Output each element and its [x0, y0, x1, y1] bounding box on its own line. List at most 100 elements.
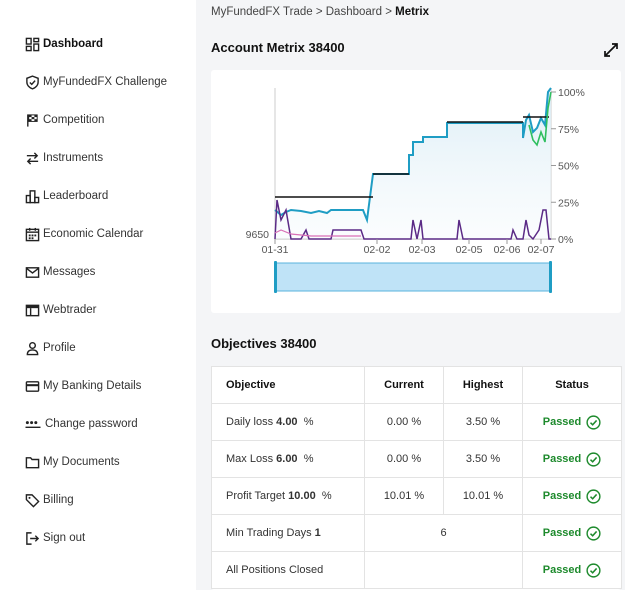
check-circle-icon — [586, 488, 601, 504]
navigator-right-handle[interactable] — [549, 261, 552, 293]
sidebar-item-profile[interactable]: Profile — [24, 338, 76, 358]
sidebar-item-billing[interactable]: Billing — [24, 490, 74, 510]
sidebar-item-label: Webtrader — [43, 304, 97, 316]
leaderboard-icon — [24, 188, 40, 204]
highest-cell: 3.50 % — [443, 440, 523, 478]
positions-closed-cell — [364, 551, 523, 589]
sidebar-item-label: Messages — [43, 266, 96, 278]
objective-label: Daily loss — [226, 416, 274, 428]
breadcrumb-separator: > — [312, 6, 326, 18]
header-objective: Objective — [211, 366, 365, 404]
table-row: Profit Target 10.00 % 10.01 % 10.01 % Pa… — [211, 477, 622, 515]
folder-icon — [24, 454, 40, 470]
pink-series-line — [274, 229, 361, 237]
sidebar-item-label: My Documents — [43, 456, 120, 468]
status-text: Passed — [542, 490, 582, 502]
objective-value: 4.00 — [276, 416, 298, 428]
table-row: Min Trading Days 1 6 Passed — [211, 514, 622, 552]
x-axis-ticks: 01-31 02-02 02-03 02-05 02-06 02-07 — [262, 239, 555, 256]
balance-area — [275, 88, 551, 239]
expand-icon[interactable] — [603, 42, 619, 58]
sidebar-item-label: Competition — [43, 114, 105, 126]
status-cell: Passed — [522, 403, 622, 441]
calendar-icon — [24, 226, 40, 242]
metrix-chart: 100% 75% 50% 25% 0% 9650 01-31 02-02 02-03 02-0… — [246, 87, 585, 293]
sign-out-icon — [24, 530, 40, 546]
sidebar-item-label: Dashboard — [43, 38, 104, 50]
sidebar-item-my-documents[interactable]: My Documents — [24, 452, 120, 472]
status-text: Passed — [542, 416, 582, 428]
dashboard-icon — [24, 36, 40, 52]
status-text: Passed — [542, 527, 582, 539]
breadcrumb-link-trade[interactable]: MyFundedFX Trade — [211, 6, 313, 18]
checkered-flag-icon — [24, 112, 40, 128]
status-badge: Passed — [542, 525, 602, 541]
x-tick-label: 02-05 — [456, 244, 483, 256]
objective-unit: % — [321, 490, 332, 502]
sidebar-item-dashboard[interactable]: Dashboard — [24, 34, 103, 54]
sidebar-item-webtrader[interactable]: Webtrader — [24, 300, 96, 320]
metrix-chart-card: 100% 75% 50% 25% 0% 9650 01-31 02-02 02-03 02-0… — [211, 70, 621, 313]
objective-cell: Daily loss 4.00 % — [211, 403, 365, 441]
x-tick-label: 02-06 — [494, 244, 521, 256]
highest-cell: 10.01 % — [443, 477, 523, 515]
sidebar-item-label: MyFundedFX Challenge — [43, 76, 168, 88]
objective-cell: Min Trading Days 1 — [211, 514, 365, 552]
sidebar-item-competition[interactable]: Competition — [24, 110, 104, 130]
chart-navigator[interactable] — [274, 262, 552, 292]
sidebar-item-instruments[interactable]: Instruments — [24, 148, 103, 168]
status-badge: Passed — [543, 451, 602, 467]
objective-unit: % — [303, 453, 314, 465]
sidebar-item-label: My Banking Details — [43, 380, 142, 392]
objective-value: 10.00 — [288, 490, 316, 502]
header-status: Status — [522, 366, 622, 404]
status-cell: Passed — [522, 551, 622, 589]
header-current: Current — [364, 366, 444, 404]
objectives-title: Objectives 38400 — [211, 336, 317, 351]
table-row: Daily loss 4.00 % 0.00 % 3.50 % Passed — [211, 403, 622, 441]
navigator-left-handle[interactable] — [274, 261, 277, 293]
objective-cell: Max Loss 6.00 % — [211, 440, 365, 478]
swap-arrows-icon — [24, 150, 40, 166]
objective-value: 6.00 — [276, 453, 298, 465]
sidebar-item-change-password[interactable]: Change password — [24, 414, 138, 434]
x-tick-label: 02-02 — [364, 244, 391, 256]
table-row: All Positions Closed Passed — [211, 551, 622, 589]
sidebar-item-banking-details[interactable]: My Banking Details — [24, 376, 141, 396]
current-cell: 10.01 % — [364, 477, 444, 515]
sidebar-item-label: Sign out — [43, 532, 86, 544]
sidebar-item-messages[interactable]: Messages — [24, 262, 95, 282]
status-cell: Passed — [522, 440, 622, 478]
highest-cell: 3.50 % — [443, 403, 523, 441]
metrix-title: Account Metrix 38400 — [211, 40, 345, 55]
sidebar-item-challenge[interactable]: MyFundedFX Challenge — [24, 72, 167, 92]
current-cell: 0.00 % — [364, 440, 444, 478]
sidebar-item-label: Leaderboard — [43, 190, 109, 202]
table-row: Max Loss 6.00 % 0.00 % 3.50 % Passed — [211, 440, 622, 478]
status-text: Passed — [542, 564, 582, 576]
x-tick-label: 02-03 — [409, 244, 436, 256]
purple-series-line — [274, 199, 551, 241]
envelope-icon — [24, 264, 40, 280]
objective-label: Max Loss — [226, 453, 274, 465]
sidebar-item-label: Profile — [43, 342, 76, 354]
sidebar-item-economic-calendar[interactable]: Economic Calendar — [24, 224, 143, 244]
sidebar-item-label: Instruments — [43, 152, 104, 164]
sidebar-item-leaderboard[interactable]: Leaderboard — [24, 186, 108, 206]
objective-value: 1 — [314, 527, 321, 539]
breadcrumb-current: Metrix — [395, 6, 429, 18]
breadcrumb-link-dashboard[interactable]: Dashboard — [325, 6, 383, 18]
objective-label: All Positions Closed — [226, 564, 324, 576]
objectives-table: Objective Current Highest Status Daily l… — [211, 366, 622, 589]
browser-window-icon — [24, 302, 40, 318]
objective-unit: % — [303, 416, 314, 428]
y-tick-label: 0% — [558, 234, 573, 246]
objective-cell: Profit Target 10.00 % — [211, 477, 365, 515]
table-header-row: Objective Current Highest Status — [211, 366, 622, 404]
y-left-tick-label: 9650 — [246, 229, 270, 241]
sidebar-item-sign-out[interactable]: Sign out — [24, 528, 85, 548]
y-tick-label: 25% — [558, 197, 579, 209]
objectives-card: Objective Current Highest Status Daily l… — [211, 366, 622, 590]
x-tick-label: 01-31 — [262, 244, 289, 256]
equity-line-black — [275, 116, 549, 198]
